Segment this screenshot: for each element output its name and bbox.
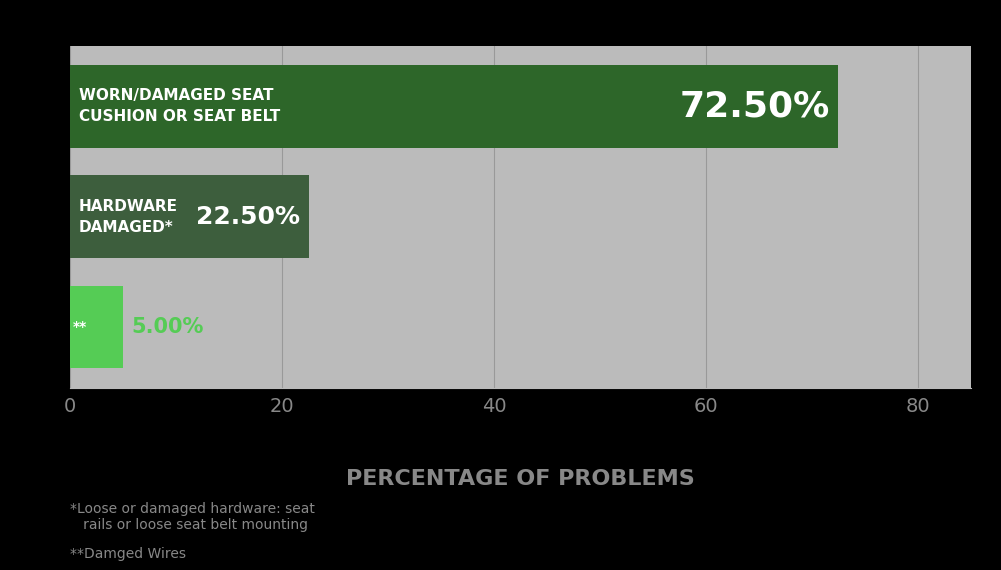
Text: 22.50%: 22.50% (196, 205, 300, 229)
Bar (70, 175, 308, 258)
Text: **: ** (73, 320, 87, 334)
Bar (70, 286, 123, 368)
Text: WORN/DAMAGED SEAT
CUSHION OR SEAT BELT: WORN/DAMAGED SEAT CUSHION OR SEAT BELT (78, 88, 280, 124)
Text: 72.50%: 72.50% (680, 89, 830, 123)
Text: HARDWARE
DAMAGED*: HARDWARE DAMAGED* (78, 198, 177, 235)
Text: 5.00%: 5.00% (131, 317, 204, 337)
Text: PERCENTAGE OF PROBLEMS: PERCENTAGE OF PROBLEMS (346, 469, 695, 489)
Text: *Loose or damaged hardware: seat
   rails or loose seat belt mounting: *Loose or damaged hardware: seat rails o… (70, 502, 315, 532)
Bar (70, 65, 839, 148)
Text: **Damged Wires: **Damged Wires (70, 547, 186, 561)
